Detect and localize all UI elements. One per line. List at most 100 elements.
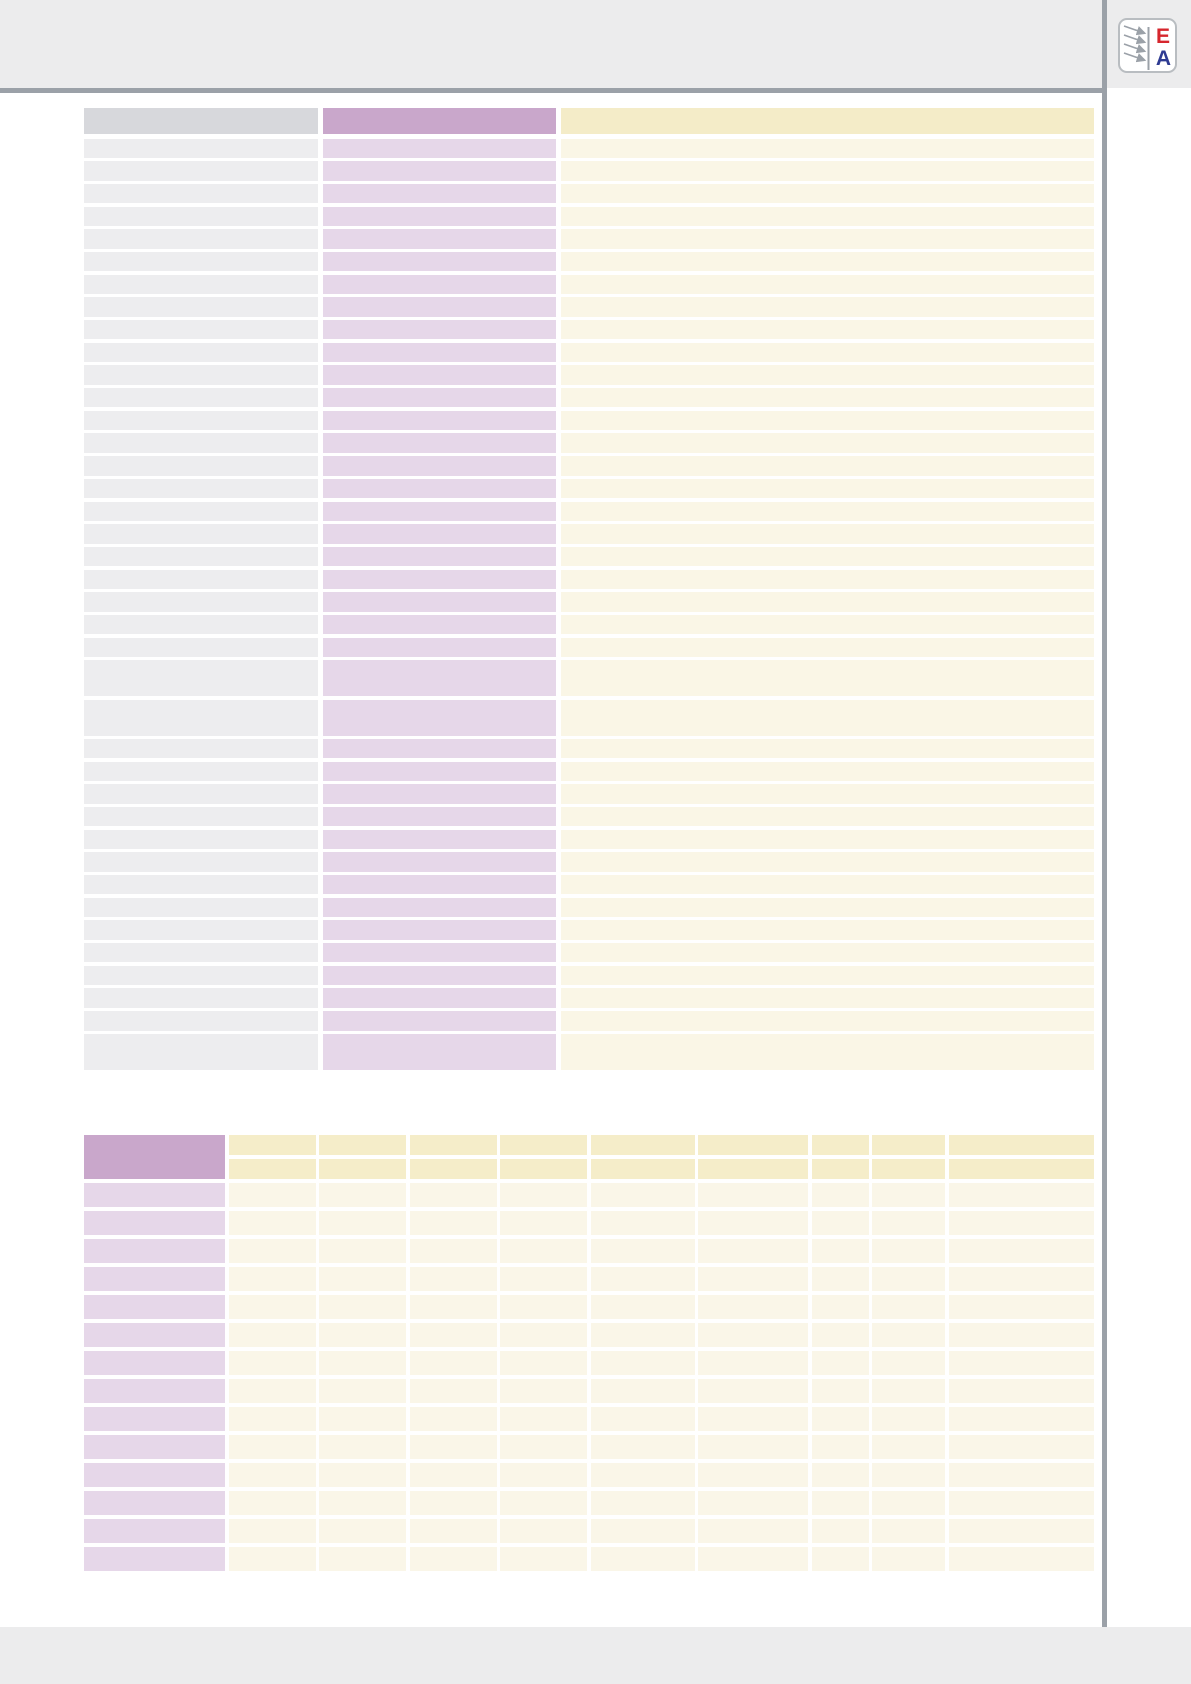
spec-table-row xyxy=(84,524,1094,544)
spec-cell-label xyxy=(84,297,318,317)
models-cell xyxy=(409,1379,497,1403)
spec-table-row xyxy=(84,784,1094,804)
models-cell xyxy=(409,1295,497,1319)
spec-table-row xyxy=(84,852,1094,872)
spec-cell-mid xyxy=(323,183,556,204)
models-cell xyxy=(948,1379,1094,1403)
ea-logo-arrows-icon xyxy=(1123,25,1150,70)
models-cell xyxy=(872,1267,945,1291)
spec-cell-label xyxy=(84,738,318,759)
models-cell xyxy=(409,1491,497,1515)
models-cell xyxy=(948,1463,1094,1487)
models-row-key xyxy=(84,1519,225,1543)
models-cell xyxy=(319,1435,406,1459)
spec-table-row xyxy=(84,943,1094,963)
spec-cell-label xyxy=(84,501,318,521)
models-cell xyxy=(319,1519,406,1543)
spec-cell-label xyxy=(84,829,318,850)
models-header-cell xyxy=(228,1159,316,1179)
spec-cell-value xyxy=(561,1011,1094,1031)
models-cell xyxy=(872,1491,945,1515)
models-cell xyxy=(319,1183,406,1207)
spec-cell-value xyxy=(561,897,1094,918)
models-cell xyxy=(500,1463,587,1487)
models-cell xyxy=(872,1323,945,1347)
spec-cell-mid xyxy=(323,478,556,499)
spec-cell-label xyxy=(84,206,318,226)
spec-cell-mid xyxy=(323,569,556,589)
spec-cell-label xyxy=(84,388,318,408)
spec-cell-value xyxy=(561,965,1094,986)
spec-cell-label xyxy=(84,183,318,204)
spec-cell-mid xyxy=(323,138,556,158)
models-cell xyxy=(948,1183,1094,1207)
models-header-cell xyxy=(500,1159,587,1179)
models-cell xyxy=(409,1519,497,1543)
models-cell xyxy=(319,1295,406,1319)
models-cell xyxy=(409,1547,497,1571)
spec-cell-value xyxy=(561,546,1094,567)
spec-cell-value xyxy=(561,738,1094,759)
spec-table-row xyxy=(84,738,1094,759)
spec-cell-value xyxy=(561,829,1094,850)
models-cell xyxy=(228,1407,316,1431)
models-cell xyxy=(319,1351,406,1375)
models-row-key xyxy=(84,1379,225,1403)
spec-cell-value xyxy=(561,320,1094,340)
models-cell xyxy=(811,1435,869,1459)
spec-cell-value xyxy=(561,183,1094,204)
spec-cell-label xyxy=(84,761,318,781)
models-table-key-header xyxy=(84,1135,225,1179)
spec-table-row xyxy=(84,501,1094,521)
spec-cell-value xyxy=(561,988,1094,1008)
models-row-key xyxy=(84,1183,225,1207)
ea-logo: E A xyxy=(1118,18,1177,73)
models-cell xyxy=(500,1295,587,1319)
models-row-key xyxy=(84,1323,225,1347)
models-cell xyxy=(811,1183,869,1207)
models-cell xyxy=(811,1463,869,1487)
models-cell xyxy=(872,1435,945,1459)
spec-cell-label xyxy=(84,524,318,544)
spec-table xyxy=(84,108,1094,1073)
spec-cell-value xyxy=(561,365,1094,385)
spec-cell-mid xyxy=(323,943,556,963)
spec-cell-mid xyxy=(323,699,556,736)
models-cell xyxy=(228,1183,316,1207)
models-cell xyxy=(811,1239,869,1263)
spec-cell-value xyxy=(561,1033,1094,1070)
models-cell xyxy=(500,1239,587,1263)
models-cell xyxy=(948,1547,1094,1571)
spec-cell-value xyxy=(561,660,1094,697)
models-cell xyxy=(698,1463,808,1487)
spec-cell-label xyxy=(84,161,318,181)
spec-table-row xyxy=(84,1033,1094,1070)
spec-cell-value xyxy=(561,524,1094,544)
models-cell xyxy=(590,1463,695,1487)
models-row-key xyxy=(84,1239,225,1263)
spec-cell-value xyxy=(561,342,1094,363)
spec-table-row xyxy=(84,546,1094,567)
spec-table-row xyxy=(84,251,1094,272)
models-header-cell xyxy=(409,1135,497,1155)
models-cell xyxy=(500,1435,587,1459)
spec-cell-value xyxy=(561,699,1094,736)
models-cell xyxy=(811,1519,869,1543)
models-header-cell xyxy=(590,1135,695,1155)
spec-header-cell-2 xyxy=(323,108,556,134)
models-row-key xyxy=(84,1267,225,1291)
spec-cell-value xyxy=(561,388,1094,408)
spec-cell-label xyxy=(84,614,318,635)
spec-cell-value xyxy=(561,501,1094,521)
spec-table-row xyxy=(84,433,1094,453)
spec-cell-mid xyxy=(323,297,556,317)
models-cell xyxy=(811,1407,869,1431)
models-cell xyxy=(698,1211,808,1235)
models-cell xyxy=(500,1267,587,1291)
spec-cell-value xyxy=(561,206,1094,226)
spec-cell-value xyxy=(561,251,1094,272)
models-cell xyxy=(228,1211,316,1235)
spec-cell-label xyxy=(84,251,318,272)
spec-cell-label xyxy=(84,592,318,612)
